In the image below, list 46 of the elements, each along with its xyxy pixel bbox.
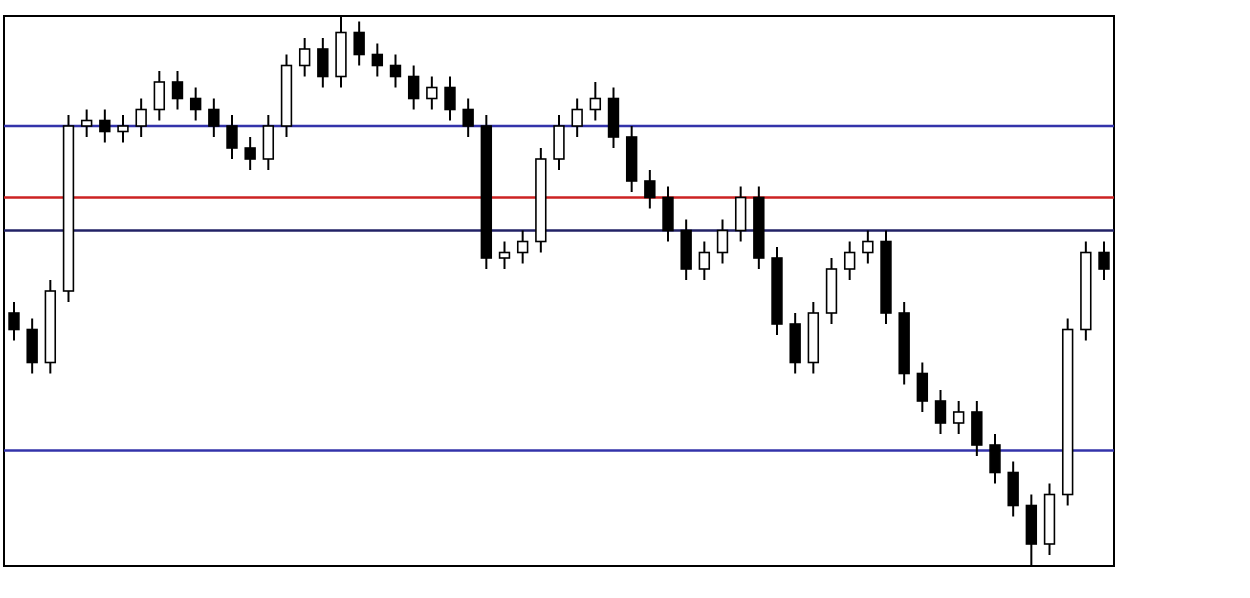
candlestick	[716, 218, 729, 265]
candlestick	[262, 114, 275, 171]
candlestick	[1007, 460, 1019, 518]
candlestick	[389, 53, 402, 89]
candlestick	[444, 75, 456, 122]
candlestick	[208, 97, 220, 138]
candlestick	[862, 229, 874, 265]
candlestick	[971, 400, 983, 457]
candlestick	[371, 42, 384, 78]
candlestick	[117, 114, 129, 144]
candlestick	[1098, 240, 1110, 281]
candlestick	[952, 400, 965, 435]
candlestick	[80, 108, 93, 138]
candlestick	[244, 136, 256, 171]
candlestick	[353, 20, 365, 67]
candlestick	[625, 125, 638, 193]
candlestick	[989, 433, 1001, 485]
candlestick	[789, 312, 801, 375]
candlestick	[553, 114, 565, 171]
candlestick	[498, 240, 511, 270]
candlestick	[407, 64, 420, 111]
candlestick	[607, 86, 620, 149]
candlestick	[662, 185, 674, 243]
candlestick	[571, 97, 583, 138]
candlestick	[426, 75, 438, 111]
candlestick	[680, 218, 692, 281]
candlestick	[135, 97, 147, 138]
candlestick	[934, 389, 947, 435]
candlestick	[226, 114, 238, 160]
candlestick	[589, 81, 602, 122]
candlestick	[516, 229, 529, 265]
candlestick	[843, 240, 856, 281]
candlestick	[171, 70, 184, 111]
candlestick	[317, 37, 329, 89]
candlestick	[734, 185, 747, 243]
candlestick	[8, 301, 20, 342]
candlestick	[26, 317, 38, 375]
candlestick	[825, 257, 838, 325]
candlestick	[189, 86, 202, 122]
candlestick	[698, 240, 711, 281]
candlestick	[153, 70, 166, 122]
candlestick	[99, 108, 111, 144]
candlestick	[462, 97, 474, 138]
candlestick	[298, 37, 311, 78]
candlestick	[916, 361, 929, 413]
candlestick	[644, 169, 656, 210]
